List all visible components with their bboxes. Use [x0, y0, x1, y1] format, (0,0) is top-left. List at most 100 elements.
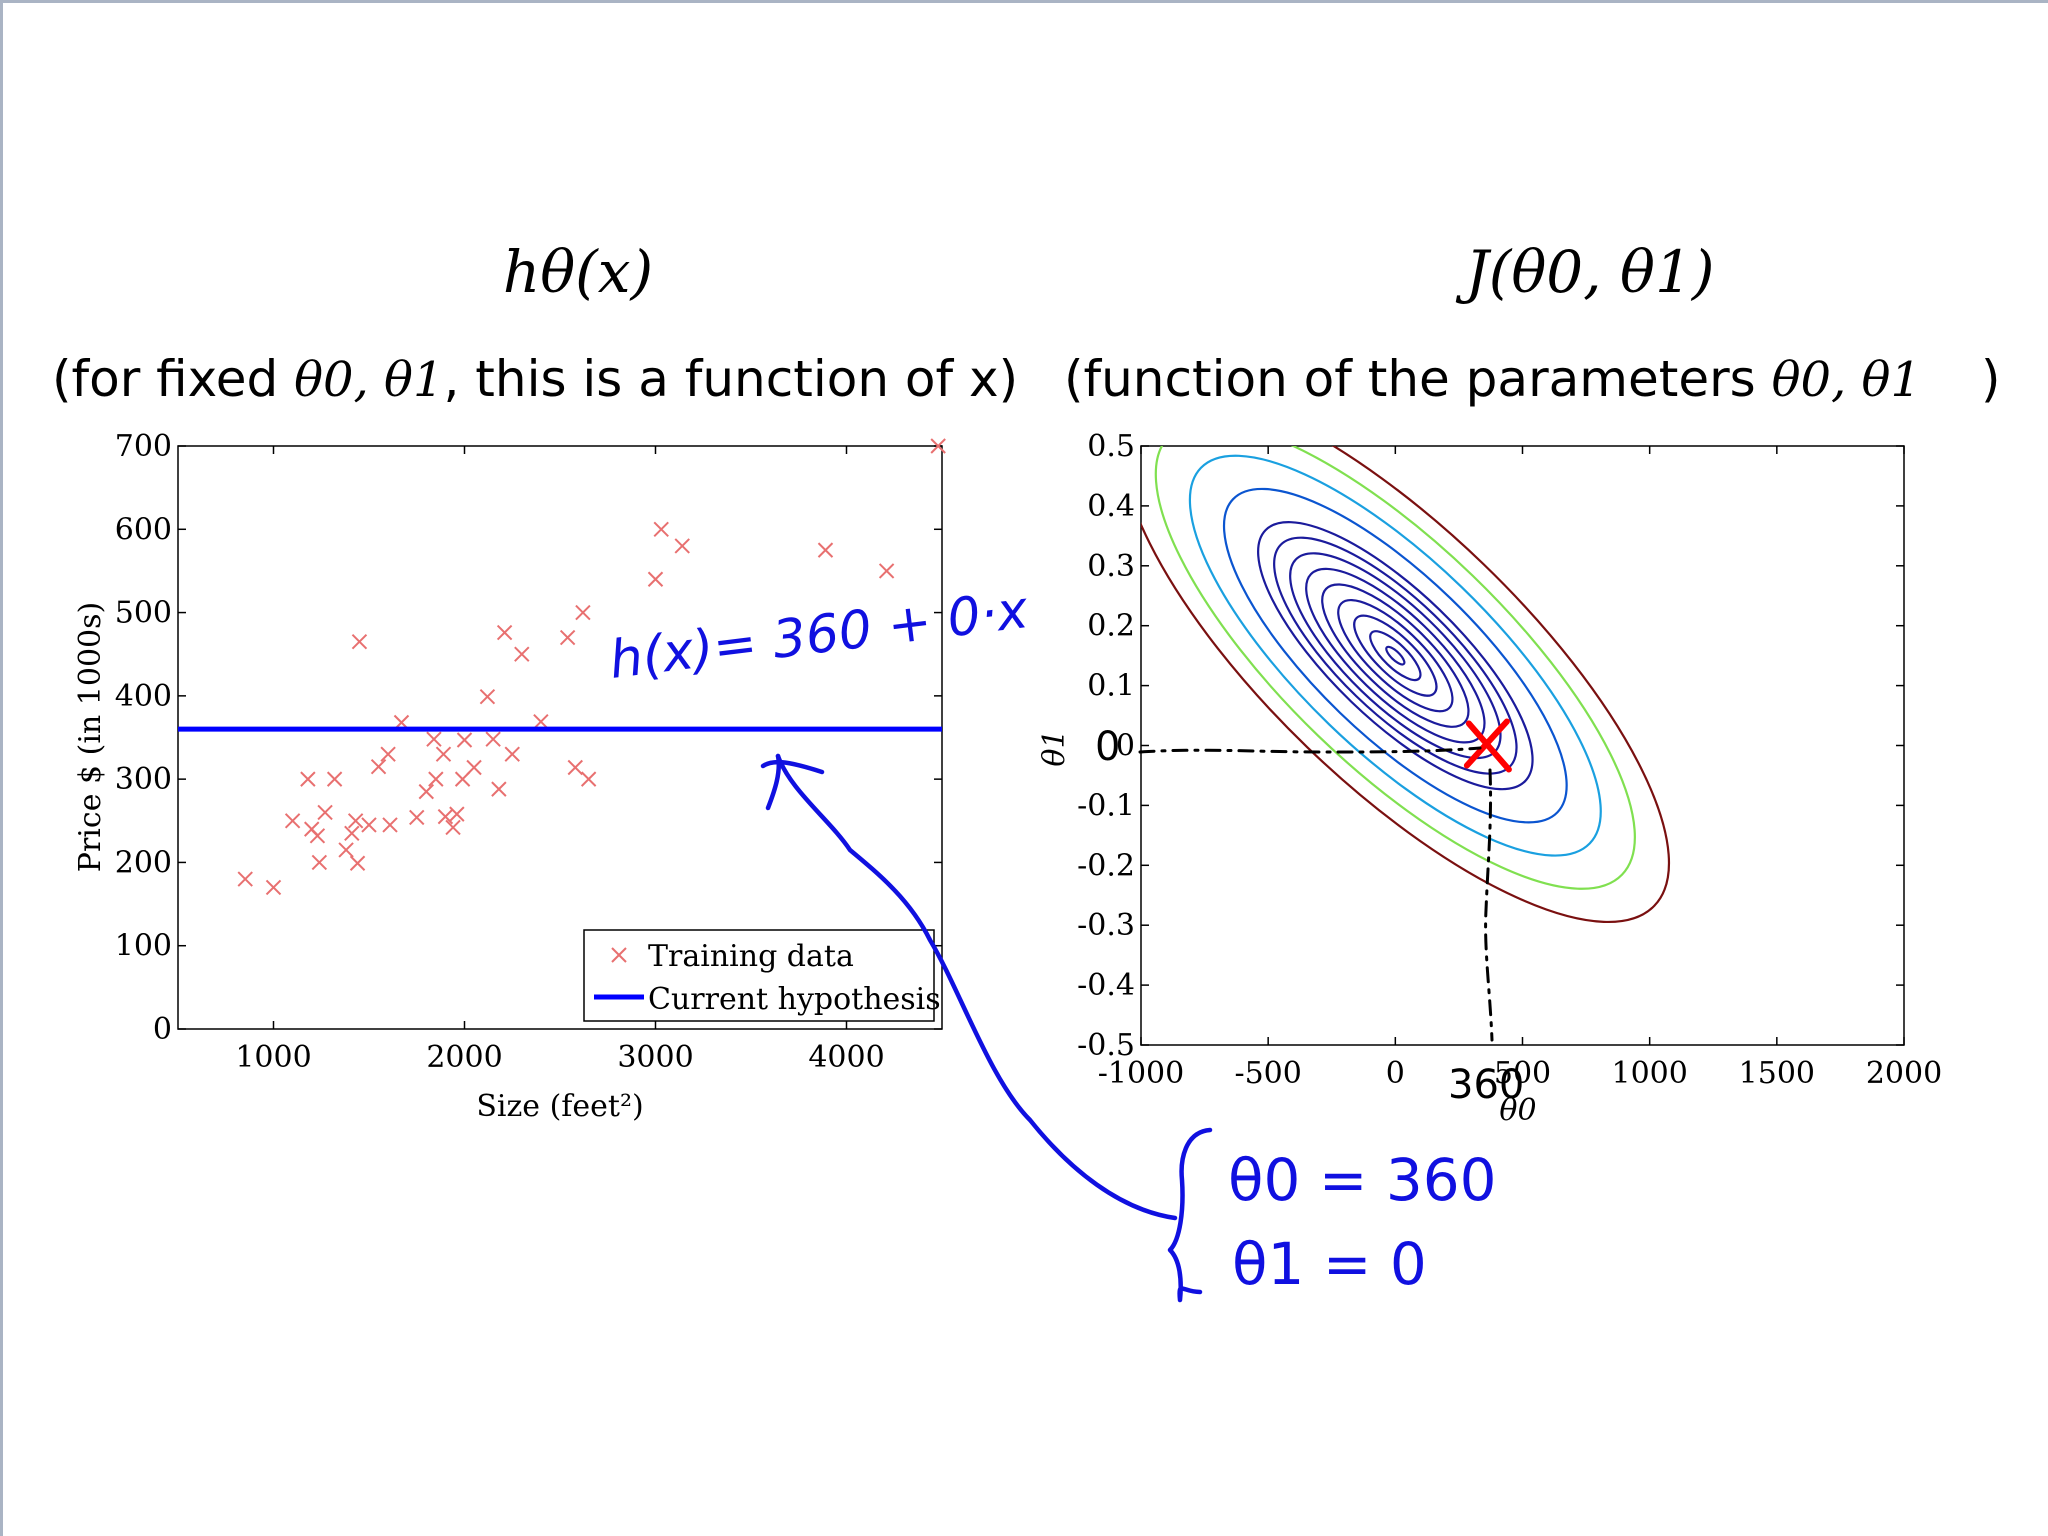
brace-icon: [1167, 1127, 1213, 1303]
left-ytick-label: 200: [115, 845, 172, 880]
window-border-top: [0, 0, 2048, 3]
training-data-point: [674, 538, 690, 554]
legend-box: [583, 929, 935, 1022]
training-data-point: [426, 731, 442, 747]
legend-x-marker-icon: [611, 947, 627, 963]
left-ytick-label: 600: [115, 512, 172, 547]
right-caption-math: θ0, θ1: [1772, 352, 1921, 408]
training-data-point: [347, 813, 364, 829]
left-xlabel: Size (feet²): [476, 1089, 643, 1124]
theta1-note: θ1 = 0: [1232, 1230, 1427, 1298]
training-data-point: [580, 771, 597, 787]
right-ytick-label: 0.4: [1087, 489, 1135, 524]
left-ytick-label: 700: [115, 429, 172, 464]
right-ytick-label: 0.3: [1087, 549, 1135, 584]
x-mark-note: 360: [1448, 1062, 1524, 1108]
legend-label-training: Training data: [648, 939, 854, 974]
training-data-point: [504, 746, 520, 762]
right-xtick-label: 2000: [1866, 1056, 1942, 1091]
training-data-point: [418, 783, 435, 800]
right-plot-area: [1140, 445, 1905, 1046]
right-xtick-label: 500: [1494, 1056, 1551, 1091]
contour-level-line: [1154, 446, 1636, 890]
right-ylabel: θ1: [1037, 729, 1072, 766]
right-ytick-label: 0.2: [1087, 609, 1135, 644]
training-data-point: [344, 825, 360, 841]
left-xtick-label: 2000: [426, 1040, 502, 1075]
theta0-note: θ0 = 360: [1228, 1146, 1497, 1214]
right-xtick-label: 1000: [1611, 1056, 1687, 1091]
right-ytick-label: -0.5: [1077, 1028, 1135, 1063]
right-xtick-label: 0: [1386, 1056, 1405, 1091]
right-axis-ticks: -1000 -500 0 500 1000 1500 2000 -0.5 -0.4 -0.3 -0.…: [1077, 429, 1942, 1091]
contour-level-line: [1369, 630, 1422, 682]
right-xtick-label: -1000: [1098, 1056, 1184, 1091]
right-caption-post: ): [1981, 350, 2001, 408]
left-axis-ticks: 1000 2000 3000 4000 0 100 200 300 400 500 600 700: [115, 429, 942, 1075]
contour-level-line: [1141, 446, 1671, 924]
training-data-point: [237, 871, 253, 887]
training-data-point: [456, 732, 473, 748]
dashed-guide-horizontal: [1138, 746, 1482, 754]
contour-level-line: [1188, 454, 1602, 857]
right-ytick-label: -0.2: [1077, 848, 1135, 883]
left-caption-math: θ0, θ1: [294, 352, 443, 408]
left-xtick-label: 4000: [808, 1040, 884, 1075]
training-data-point: [930, 438, 946, 454]
left-ytick-label: 300: [115, 762, 172, 797]
contour-level-line: [1257, 521, 1534, 791]
training-data-point: [653, 521, 669, 537]
training-data-point: [449, 806, 465, 822]
left-xtick-label: 3000: [617, 1040, 693, 1075]
training-data-point: [409, 809, 425, 826]
training-data-point: [567, 759, 583, 776]
left-caption: (for fixed θ0, θ1, this is a function of…: [52, 350, 1018, 408]
training-data-point: [370, 758, 387, 775]
training-data-point: [361, 817, 377, 833]
training-data-point: [647, 571, 664, 587]
left-xtick-label: 1000: [235, 1040, 311, 1075]
training-data-point: [533, 713, 549, 730]
left-ytick-label: 500: [115, 596, 172, 631]
training-data-point: [428, 771, 444, 787]
training-data-point: [466, 759, 482, 776]
right-ytick-label: -0.1: [1077, 788, 1135, 823]
red-x-stroke: [1463, 718, 1510, 769]
right-xtick-label: 1500: [1739, 1056, 1815, 1091]
right-caption-pre: (function of the parameters: [1064, 350, 1772, 408]
left-caption-pre: (for fixed: [52, 350, 294, 408]
contour-level-line: [1321, 583, 1470, 728]
training-data-point: [496, 624, 513, 641]
window-border-left: [0, 0, 3, 1536]
training-data-point: [265, 879, 282, 896]
training-data-point: [309, 828, 326, 844]
training-data-point: [351, 634, 368, 650]
right-ytick-label: -0.4: [1077, 968, 1135, 1003]
left-ylabel: Price $ (in 1000s): [73, 602, 108, 872]
right-ytick-label: 0: [1116, 729, 1135, 764]
training-data-point: [878, 563, 895, 579]
right-ytick-label: -0.3: [1077, 908, 1135, 943]
training-data-point: [317, 804, 333, 821]
right-ytick-label: 0.5: [1087, 429, 1135, 464]
training-data-point: [435, 746, 452, 762]
contour-level-line: [1353, 614, 1438, 697]
left-ytick-label: 400: [115, 679, 172, 714]
left-caption-post: , this is a function of x): [443, 350, 1018, 408]
contour-level-line: [1385, 645, 1406, 666]
training-data-point: [382, 817, 398, 833]
dashed-guide-vertical: [1484, 768, 1494, 1042]
right-ytick-label: 0.1: [1087, 669, 1135, 704]
left-ytick-label: 0: [153, 1012, 172, 1047]
training-data-point: [445, 819, 461, 836]
left-ytick-label: 100: [115, 929, 172, 964]
current-parameter-x-marker: [1463, 718, 1512, 773]
contour-level-line: [1222, 487, 1568, 824]
training-data-point: [479, 688, 496, 705]
training-data-point: [300, 771, 316, 787]
right-xtick-label: -500: [1234, 1056, 1301, 1091]
left-legend: Training data Current hypothesis: [583, 929, 941, 1022]
training-data-points: [237, 438, 946, 896]
contour-level-line: [1337, 598, 1454, 713]
training-data-point: [326, 771, 343, 787]
